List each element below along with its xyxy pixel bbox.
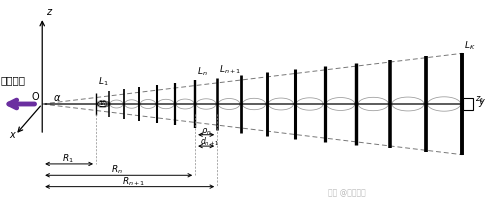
- Text: $L_{n+1}$: $L_{n+1}$: [219, 63, 242, 76]
- Text: $\rho_n$: $\rho_n$: [201, 126, 212, 137]
- Text: $R_n$: $R_n$: [111, 164, 123, 176]
- Text: $\alpha$: $\alpha$: [53, 93, 61, 103]
- Text: $d_{n+1}$: $d_{n+1}$: [200, 135, 220, 148]
- Text: z: z: [46, 7, 51, 17]
- FancyBboxPatch shape: [464, 98, 473, 110]
- Text: $L_n$: $L_n$: [197, 66, 208, 78]
- Text: $z_1$: $z_1$: [475, 95, 485, 105]
- Text: $v_0$: $v_0$: [99, 98, 109, 109]
- Text: $L_K$: $L_K$: [465, 39, 476, 52]
- Text: O: O: [31, 92, 39, 102]
- Text: y: y: [478, 97, 484, 107]
- Text: $R_{n+1}$: $R_{n+1}$: [122, 175, 146, 188]
- Text: 知乎 @逢乙化吉: 知乎 @逢乙化吉: [328, 188, 366, 197]
- Text: 辐射方向: 辐射方向: [0, 75, 25, 85]
- Text: $R_1$: $R_1$: [62, 152, 74, 165]
- Text: $L_1$: $L_1$: [98, 75, 108, 88]
- Text: x: x: [9, 130, 15, 140]
